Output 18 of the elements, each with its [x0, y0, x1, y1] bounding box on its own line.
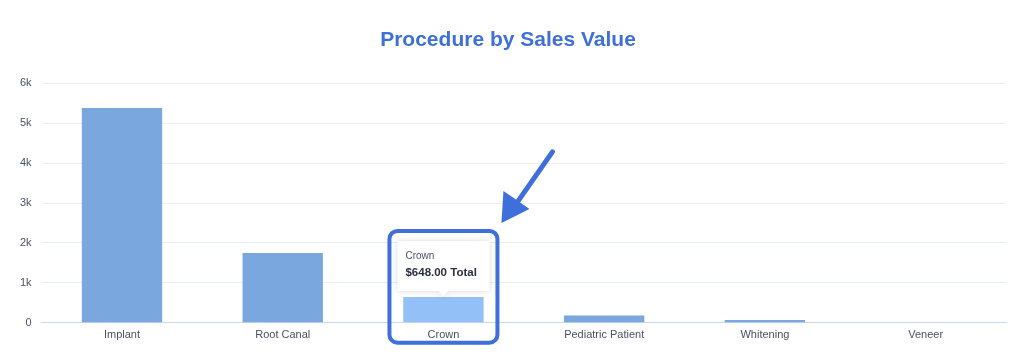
x-tick-label: Pediatric Patient	[564, 328, 645, 341]
annotation: Crown $648.00 Total	[405, 249, 477, 278]
y-tick-label: 4k	[19, 156, 33, 169]
y-tick-label: 5k	[19, 116, 33, 129]
bar	[403, 296, 484, 323]
x-tick-label: Root Canal	[255, 328, 311, 341]
x-tick-label: Veneer	[908, 328, 944, 341]
y-tick-label: 3k	[19, 196, 33, 209]
bar	[242, 252, 323, 323]
y-tick-label: 1k	[19, 275, 33, 288]
chart-title: Procedure by Sales Value	[380, 27, 636, 51]
y-tick-label: 0	[25, 315, 32, 328]
x-tick-label: Implant	[103, 328, 141, 341]
y-tick-label: 2k	[19, 235, 33, 248]
x-tick-label: Whitening	[740, 328, 790, 341]
x-tick-label: Crown	[427, 328, 460, 341]
bar	[81, 107, 163, 323]
y-tick-label: 6k	[19, 76, 33, 89]
